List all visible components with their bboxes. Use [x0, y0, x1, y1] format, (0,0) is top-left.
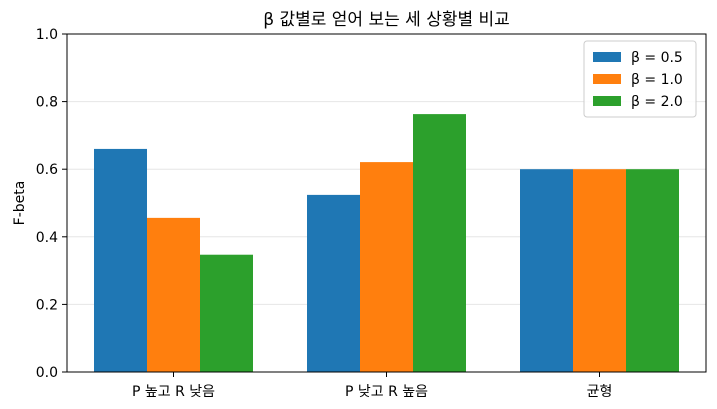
- legend: β = 0.5 β = 1.0 β = 2.0: [583, 40, 697, 118]
- y-tick-label: 1.0: [36, 27, 58, 43]
- legend-swatch: [593, 96, 621, 106]
- legend-label: β = 2.0: [631, 94, 683, 110]
- legend-swatch: [593, 52, 621, 62]
- bars: [94, 114, 679, 372]
- legend-swatch: [593, 74, 621, 84]
- legend-label: β = 0.5: [631, 50, 683, 66]
- x-tick-label: P 높고 R 낮음: [132, 384, 215, 400]
- bar-1-3: [520, 169, 573, 372]
- legend-label: β = 1.0: [631, 72, 683, 88]
- bar-3-1: [200, 254, 253, 372]
- y-tick-label: 0.2: [36, 297, 58, 313]
- y-tick-label: 0.6: [36, 162, 58, 178]
- bar-3-2: [413, 114, 466, 372]
- bar-1-2: [307, 194, 360, 372]
- axes: 0.0 0.2 0.4 0.6 0.8 1.0 P 높고 R 낮음 P 낮고 R 높음 균형: [36, 27, 707, 400]
- x-tick-label: 균형: [587, 384, 613, 400]
- y-tick-label: 0.8: [36, 95, 58, 111]
- y-tick-label: 0.4: [36, 230, 58, 246]
- bar-2-2: [360, 162, 413, 372]
- bar-3-3: [626, 169, 679, 372]
- chart-title: β 값별로 얻어 보는 세 상황별 비교: [263, 10, 510, 30]
- bar-2-1: [147, 217, 200, 372]
- y-axis-label: F-beta: [12, 181, 28, 226]
- x-tick-label: P 낮고 R 높음: [345, 384, 428, 400]
- y-tick-label: 0.0: [36, 365, 58, 381]
- bar-1-1: [94, 148, 147, 372]
- bar-2-3: [573, 169, 626, 372]
